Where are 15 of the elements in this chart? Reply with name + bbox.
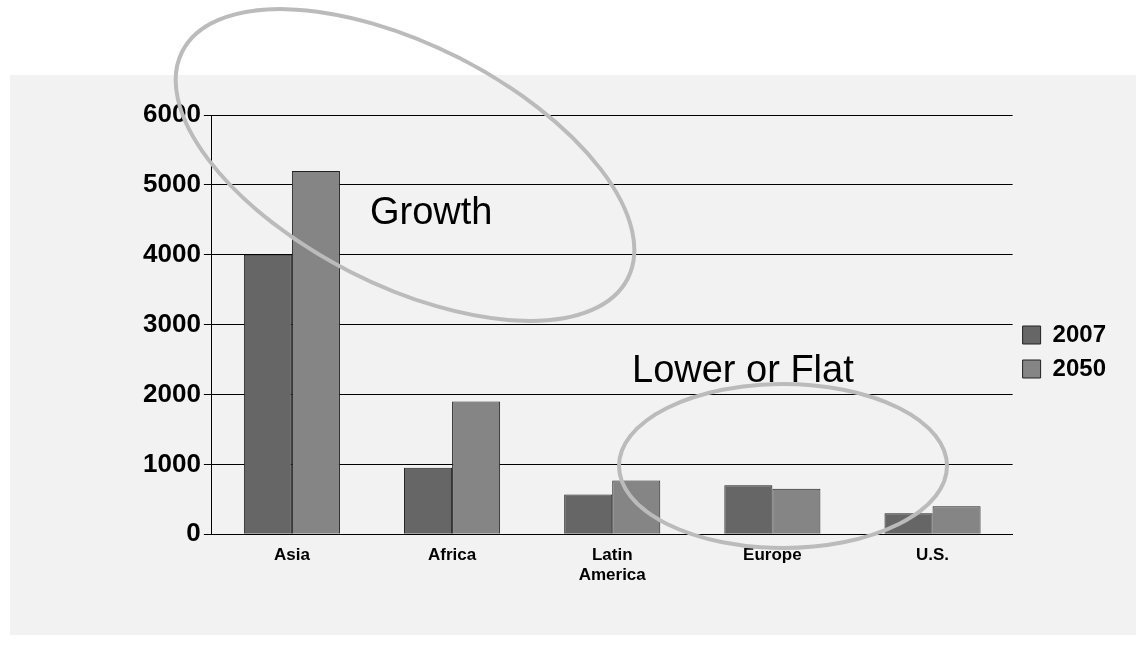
y-tick-label: 1000 — [143, 447, 201, 478]
x-tick-label: Latin America — [578, 545, 647, 585]
x-tick-label: Europe — [743, 545, 802, 565]
annotation: Lower or Flat — [632, 348, 854, 391]
x-tick-label: Africa — [427, 545, 477, 565]
y-tick-label: 2000 — [143, 377, 201, 408]
x-tick-label: U.S. — [916, 545, 950, 565]
annotation: Growth — [370, 190, 493, 233]
y-tick-label: 3000 — [143, 307, 201, 338]
y-tick-label: 0 — [186, 517, 201, 548]
legend-label: 2050 — [1052, 353, 1106, 381]
y-tick-label: 4000 — [143, 237, 201, 268]
y-tick-label: 5000 — [143, 168, 201, 199]
x-tick-label: Asia — [273, 545, 311, 565]
legend-label: 2007 — [1052, 319, 1106, 347]
